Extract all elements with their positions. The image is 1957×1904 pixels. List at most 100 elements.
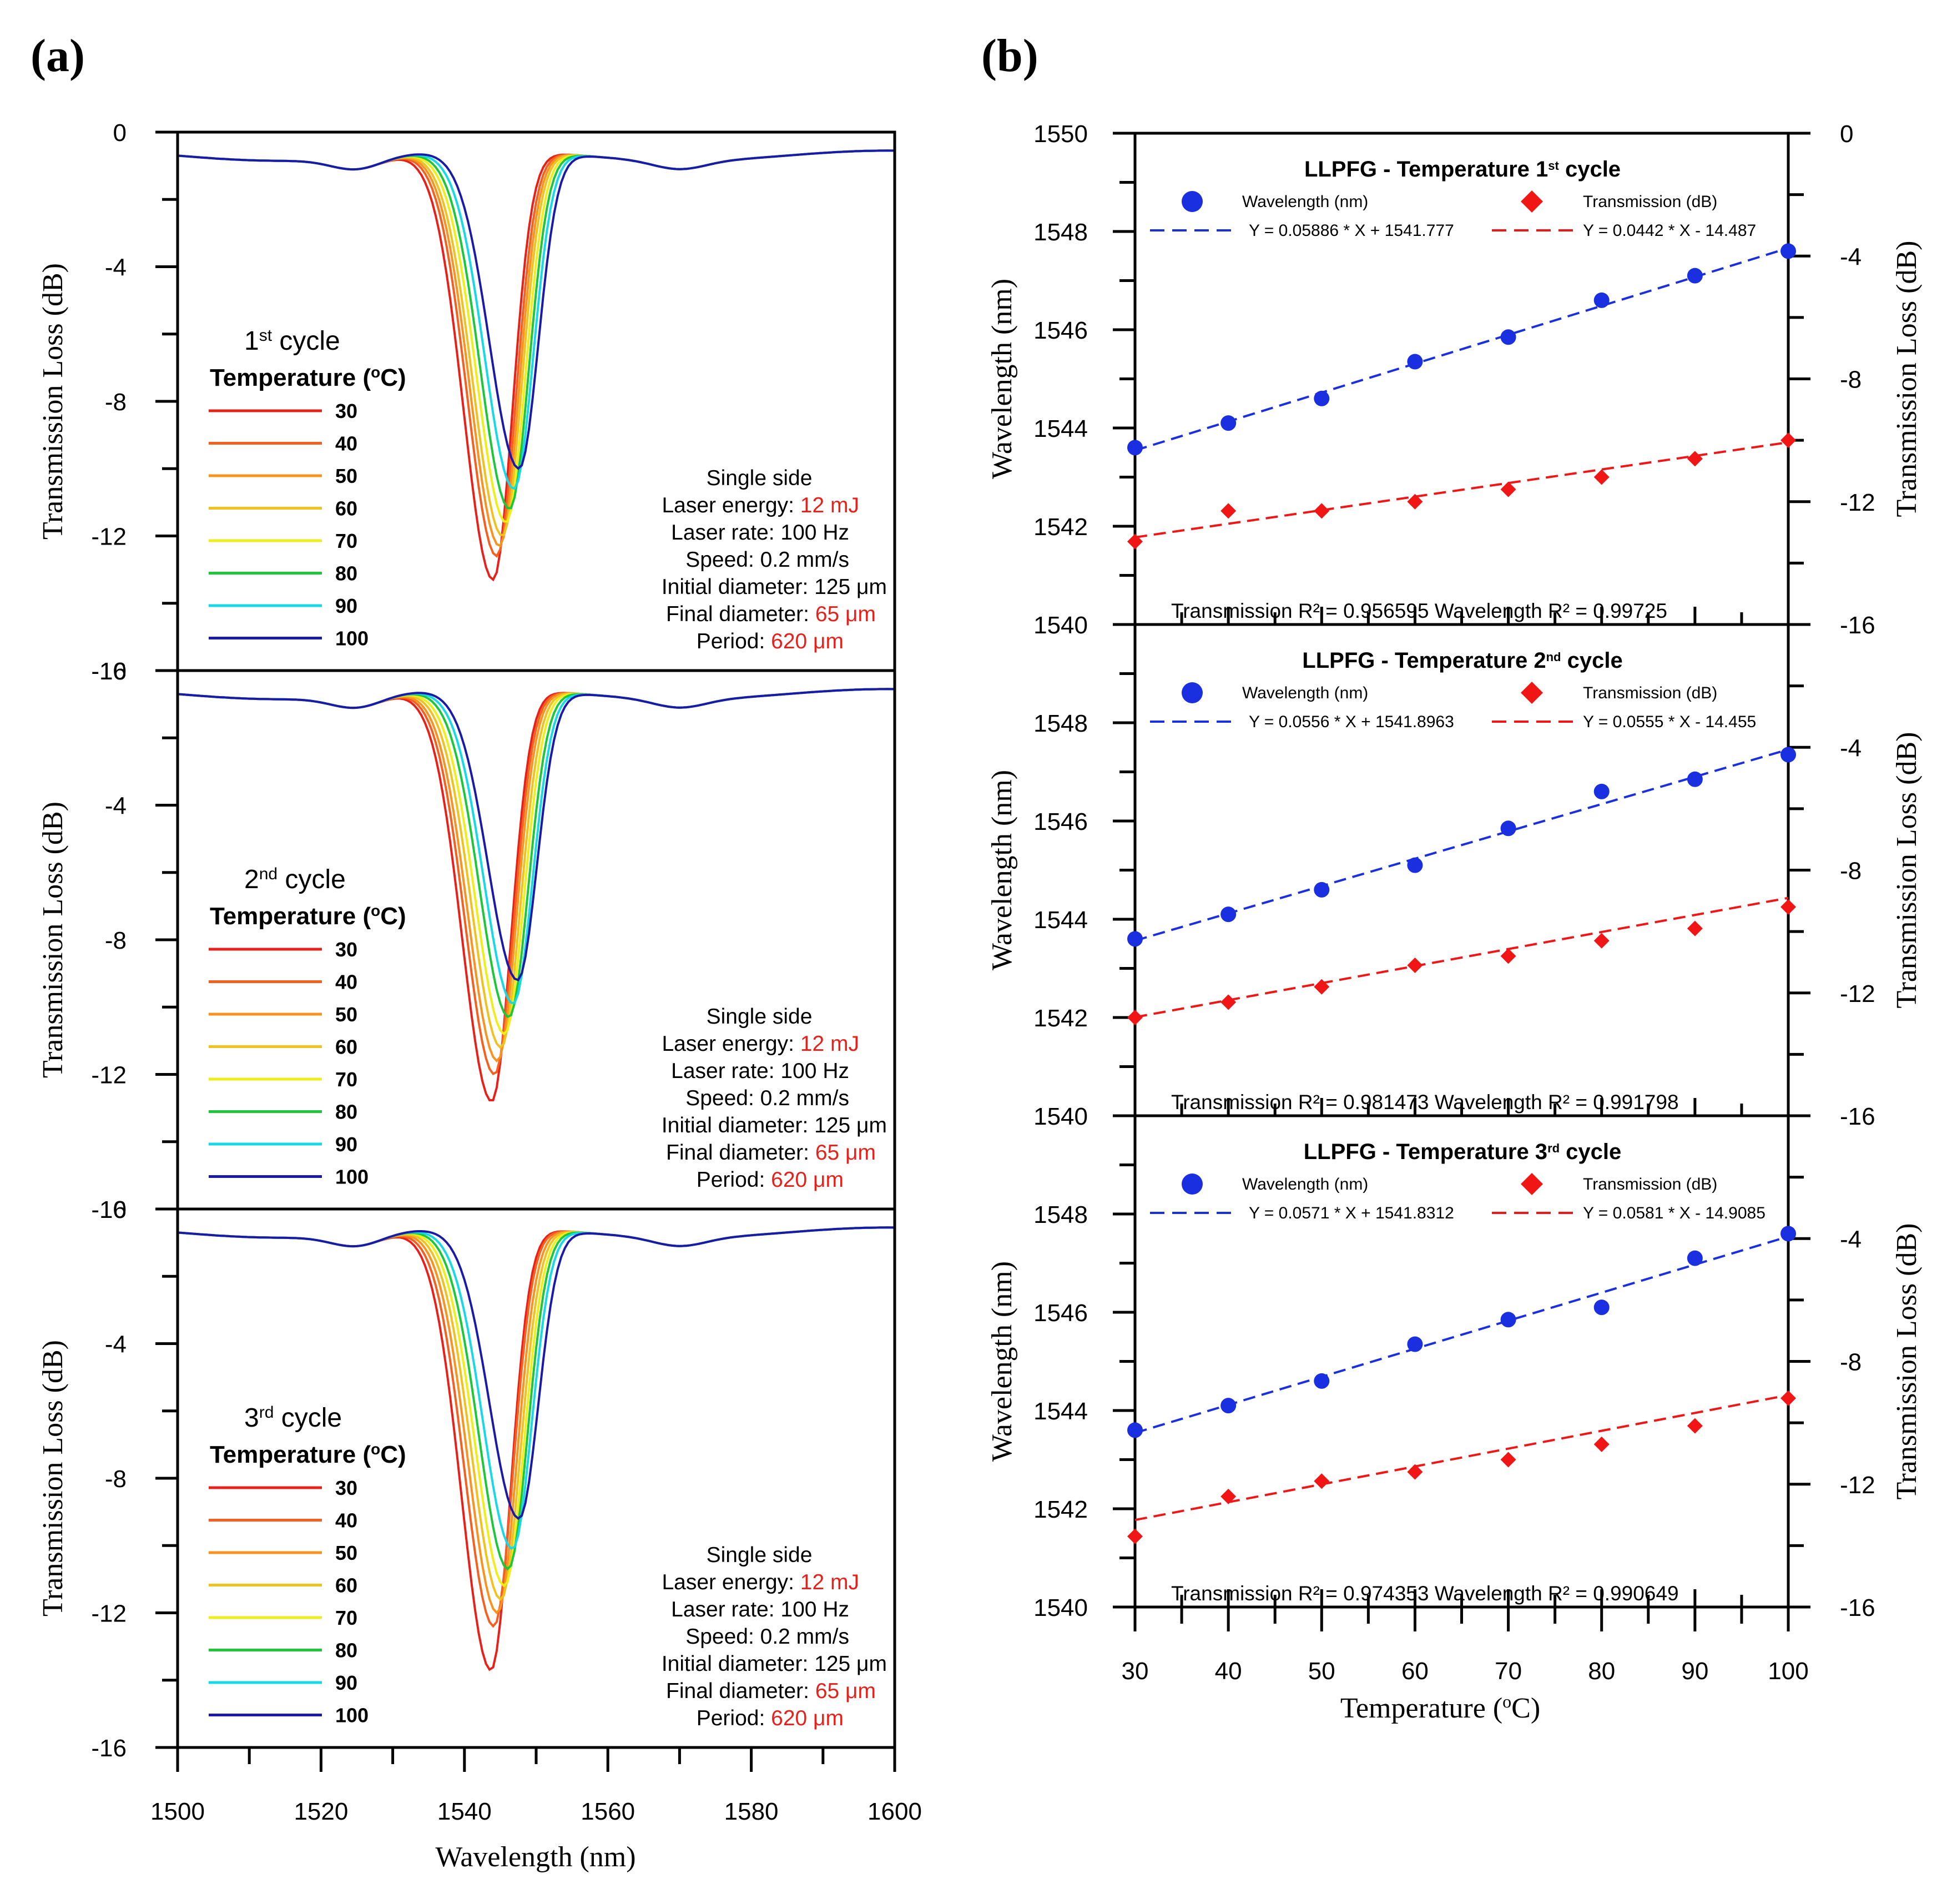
right-tick-label: -12 [1840, 980, 1875, 1008]
x-tick-label: 40 [1215, 1658, 1242, 1685]
wavelength-point-80 [1593, 783, 1610, 799]
legend-label-30: 30 [335, 938, 357, 961]
annotation-final-value: 65 μm [815, 1679, 876, 1703]
transmission-point-30 [1127, 1010, 1143, 1025]
transmission-point-50 [1314, 503, 1330, 519]
legend-transmission-marker [1521, 1173, 1543, 1195]
panel-a-xlabel: Wavelength (nm) [435, 1841, 635, 1873]
wavelength-point-70 [1500, 820, 1516, 837]
wavelength-point-30 [1127, 931, 1143, 947]
transmission-point-90 [1687, 451, 1703, 467]
y-tick-label: 0 [113, 119, 127, 147]
left-tick-label: 1544 [1033, 906, 1088, 934]
annotation-final-diameter: Final diameter: 65 μm [666, 602, 876, 626]
subplot-title-suffix: nd [1546, 650, 1561, 664]
annotation-mode: Single side [707, 1543, 813, 1567]
legend-label-90: 90 [335, 595, 357, 617]
legend-label-90: 90 [335, 1671, 357, 1694]
x-tick-label: 1500 [150, 1798, 205, 1825]
annotation-energy-value: 12 mJ [800, 1032, 859, 1056]
annotation-energy-label: Laser energy: [662, 1032, 800, 1056]
right-tick-label: -16 [1840, 612, 1875, 639]
legend-label-90: 90 [335, 1133, 357, 1156]
right-axis-title: Transmission Loss (dB) [1891, 732, 1923, 1009]
panel-a-letter-text: a [46, 30, 69, 82]
left-tick-label: 1550 [1033, 120, 1088, 148]
transmission-point-80 [1593, 1436, 1610, 1452]
annotation-period-value: 620 μm [771, 629, 844, 653]
y-tick-label: -12 [91, 1062, 127, 1089]
legend-label-50: 50 [335, 1003, 357, 1026]
cycle-label: 1st cycle [244, 326, 340, 356]
annotation-energy-value: 12 mJ [800, 1570, 859, 1594]
transmission-point-90 [1687, 920, 1703, 936]
x-tick-label: 60 [1401, 1658, 1429, 1685]
cycle-label: 2nd cycle [244, 865, 346, 895]
left-tick-label: 1542 [1033, 1005, 1088, 1032]
y-axis-title: Transmission Loss (dB) [37, 263, 69, 540]
left-axis-title: Wavelength (nm) [986, 279, 1018, 479]
x-tick-label: 1540 [437, 1798, 492, 1825]
legend-title-degree: o [371, 1440, 380, 1458]
y-tick-label: -8 [105, 1465, 127, 1493]
legend-transmission-fit: Y = 0.0442 * X - 14.487 [1583, 221, 1756, 240]
y-tick-label: -4 [105, 254, 127, 281]
annotation-period-label: Period: [697, 1168, 771, 1192]
left-tick-label: 1546 [1033, 317, 1088, 344]
subplot-title: LLPFG - Temperature 2nd cycle [1302, 648, 1622, 673]
annotation-period-value: 620 μm [771, 1706, 844, 1730]
annotation-energy-label: Laser energy: [662, 493, 800, 517]
legend-label-50: 50 [335, 1542, 357, 1564]
left-tick-label: 1542 [1033, 513, 1088, 541]
legend-title-text: Temperature ( [210, 1441, 371, 1468]
legend-label-80: 80 [335, 1639, 357, 1662]
wavelength-point-40 [1220, 415, 1237, 431]
legend-label-80: 80 [335, 1101, 357, 1124]
transmission-point-70 [1500, 481, 1516, 497]
transmission-fit-line [1134, 1394, 1789, 1522]
right-tick-label: -4 [1840, 1226, 1862, 1253]
left-axis-title: Wavelength (nm) [986, 1261, 1018, 1462]
annotation-period: Period: 620 μm [697, 1706, 844, 1730]
scatter-plot-cycle-3: 1548 1546 1544 1542 1540 -4 -8 -12 -16 Wavelength… [986, 1114, 1923, 1621]
panel-a-letter: (a) [31, 30, 85, 82]
panel-b-paren-open: ( [981, 30, 997, 82]
transmission-point-50 [1314, 1473, 1330, 1489]
subplot-title-text: LLPFG - Temperature 1 [1304, 157, 1548, 182]
transmission-point-30 [1127, 533, 1143, 550]
right-tick-label: -12 [1840, 1472, 1875, 1499]
left-tick-label: 1548 [1033, 710, 1088, 737]
right-axis-title: Transmission Loss (dB) [1891, 241, 1923, 517]
legend-label-70: 70 [335, 1606, 357, 1629]
legend-transmission-label: Transmission (dB) [1583, 684, 1717, 702]
y-tick-label: -8 [105, 389, 127, 416]
legend-wavelength-marker [1182, 191, 1203, 212]
wavelength-point-70 [1500, 1312, 1516, 1328]
transmission-point-40 [1220, 503, 1237, 519]
annotation-rate: Laser rate: 100 Hz [671, 1059, 849, 1083]
wavelength-point-60 [1407, 857, 1423, 873]
annotation-final-value: 65 μm [815, 1141, 876, 1165]
wavelength-point-50 [1314, 882, 1330, 898]
annotation-mode: Single side [707, 1005, 813, 1029]
legend-label-40: 40 [335, 971, 357, 994]
annotation-period-value: 620 μm [771, 1168, 844, 1192]
legend-wavelength-label: Wavelength (nm) [1242, 193, 1368, 211]
legend-label-60: 60 [335, 497, 357, 520]
legend-wavelength-fit: Y = 0.05886 * X + 1541.777 [1249, 221, 1454, 240]
y-tick-label: -8 [105, 927, 127, 954]
annotation-initial-diameter: Initial diameter: 125 μm [662, 1114, 887, 1137]
legend-title: Temperature (oC) [210, 1440, 406, 1469]
right-tick-label: -4 [1840, 243, 1862, 270]
transmission-point-90 [1687, 1418, 1703, 1434]
left-tick-label: 1546 [1033, 808, 1088, 835]
subplot-title-end: cycle [1561, 648, 1623, 673]
panel-b-plots: 1550 1548 1546 1544 1542 1540 0 -4 -8 -12 -16 Wavel… [986, 120, 1923, 1685]
transmission-point-80 [1593, 469, 1610, 485]
transmission-point-70 [1500, 1452, 1516, 1468]
legend-label-60: 60 [335, 1574, 357, 1597]
x-tick-label: 30 [1122, 1658, 1149, 1685]
wavelength-point-100 [1781, 1226, 1796, 1242]
wavelength-point-100 [1781, 243, 1796, 259]
annotation-final-diameter: Final diameter: 65 μm [666, 1141, 876, 1165]
